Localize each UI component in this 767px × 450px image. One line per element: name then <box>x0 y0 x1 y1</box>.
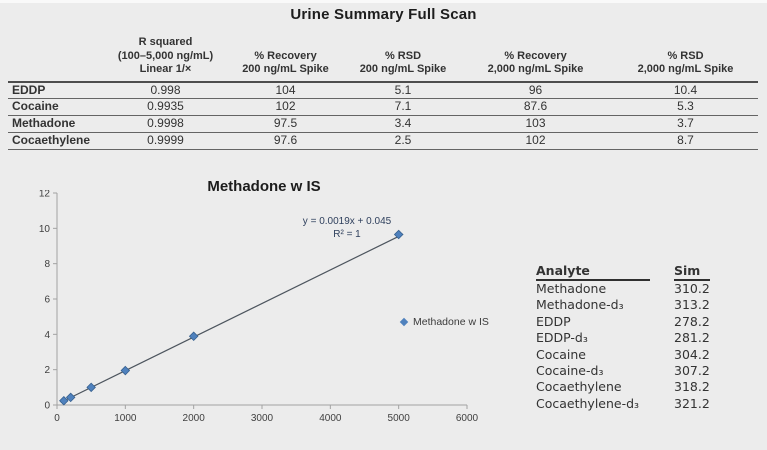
analyte-name: Methadone-d₃ <box>536 297 624 313</box>
cell-value: 97.5 <box>223 115 348 133</box>
sim-value: 310.2 <box>674 281 710 296</box>
summary-header-recovery-200: % Recovery 200 ng/mL Spike <box>223 36 348 83</box>
analyte-name: Cocaethylene-d₃ <box>536 395 640 411</box>
cell-value: 103 <box>458 115 613 133</box>
analyte-name: EDDP <box>536 313 571 329</box>
r-squared-label: R² = 1 <box>333 228 361 240</box>
svg-text:2000: 2000 <box>183 413 206 424</box>
svg-text:6000: 6000 <box>456 413 479 424</box>
cell-value: 3.4 <box>348 115 458 133</box>
cell-value: 5.3 <box>613 98 758 117</box>
svg-text:2: 2 <box>44 365 50 376</box>
analyte-name: Cocaethylene <box>536 379 622 395</box>
svg-text:0: 0 <box>44 401 50 412</box>
list-item: Methadone 310.2 <box>536 281 710 297</box>
cell-value: 5.1 <box>348 81 458 100</box>
cell-value: 102 <box>458 132 613 150</box>
svg-text:12: 12 <box>39 190 51 200</box>
list-item: Cocaethylene 318.2 <box>536 379 710 395</box>
svg-text:1000: 1000 <box>114 413 137 424</box>
svg-text:4: 4 <box>44 330 50 341</box>
page-title: Urine Summary Full Scan <box>290 6 477 23</box>
cell-value: 87.6 <box>458 98 613 117</box>
summary-header-rsquared: R squared (100–5,000 ng/mL) Linear 1/× <box>108 36 223 83</box>
sim-column-header: Sim <box>650 263 710 281</box>
cell-value: 3.7 <box>613 115 758 133</box>
table-row: Cocaethylene 0.9999 97.6 2.5 102 8.7 <box>8 132 758 150</box>
legend-diamond-icon <box>399 317 409 327</box>
summary-table: R squared (100–5,000 ng/mL) Linear 1/× %… <box>8 36 758 150</box>
sim-value: 281.2 <box>674 330 710 346</box>
analyte-column-header: Analyte <box>536 263 650 281</box>
calibration-chart: 0 2 4 6 8 10 12 0 1000 2000 3000 4000 5000 6000 <box>39 190 479 424</box>
svg-text:4000: 4000 <box>319 413 342 424</box>
cell-value: 0.9998 <box>108 115 223 133</box>
cell-value: 7.1 <box>348 98 458 117</box>
analyte-label: EDDP <box>8 81 108 100</box>
svg-text:8: 8 <box>44 259 50 270</box>
cell-value: 8.7 <box>613 132 758 150</box>
analyte-name: Methadone <box>536 281 607 296</box>
list-item: Methadone-d₃ 313.2 <box>536 297 710 313</box>
list-item: Cocaine-d₃ 307.2 <box>536 363 710 379</box>
chart-title: Methadone w IS <box>207 178 321 195</box>
sim-value: 304.2 <box>674 346 710 362</box>
sim-value: 318.2 <box>674 379 710 395</box>
chart-legend: Methadone w IS <box>399 316 489 328</box>
cell-value: 104 <box>223 81 348 100</box>
list-item: Cocaethylene-d₃ 321.2 <box>536 396 710 412</box>
summary-header-corner <box>8 36 108 83</box>
sim-value: 313.2 <box>674 297 710 313</box>
analyte-name: EDDP-d₃ <box>536 330 588 346</box>
cell-value: 2.5 <box>348 132 458 150</box>
analyte-table-header-row: Analyte Sim <box>536 263 710 281</box>
analyte-label: Methadone <box>8 115 108 133</box>
top-edge-highlight <box>0 0 767 3</box>
cell-value: 96 <box>458 81 613 100</box>
analyte-sim-table: Analyte Sim Methadone 310.2 Methadone-d₃… <box>536 263 710 412</box>
legend-label: Methadone w IS <box>413 316 489 328</box>
cell-value: 102 <box>223 98 348 117</box>
svg-text:10: 10 <box>39 224 51 235</box>
sim-value: 307.2 <box>674 363 710 379</box>
trendline-equation: y = 0.0019x + 0.045 <box>302 216 392 227</box>
summary-header-rsd-2000: % RSD 2,000 ng/mL Spike <box>613 36 758 83</box>
table-row: Methadone 0.9998 97.5 3.4 103 3.7 <box>8 115 758 133</box>
table-row: Cocaine 0.9935 102 7.1 87.6 5.3 <box>8 98 758 117</box>
cell-value: 0.9999 <box>108 132 223 150</box>
analyte-label: Cocaine <box>8 98 108 117</box>
cell-value: 97.6 <box>223 132 348 150</box>
analyte-name: Cocaine-d₃ <box>536 363 604 379</box>
svg-text:6: 6 <box>44 295 50 306</box>
svg-text:0: 0 <box>54 413 60 424</box>
list-item: Cocaine 304.2 <box>536 347 710 363</box>
trendline-label: y = 0.0019x + 0.045 R² = 1 <box>272 216 422 241</box>
sim-value: 278.2 <box>674 313 710 329</box>
summary-header-rsd-200: % RSD 200 ng/mL Spike <box>348 36 458 83</box>
list-item: EDDP 278.2 <box>536 314 710 330</box>
summary-header-row: R squared (100–5,000 ng/mL) Linear 1/× %… <box>8 36 758 83</box>
sim-value: 321.2 <box>674 395 710 411</box>
list-item: EDDP-d₃ 281.2 <box>536 330 710 346</box>
table-row: EDDP 0.998 104 5.1 96 10.4 <box>8 81 758 100</box>
cell-value: 0.9935 <box>108 98 223 117</box>
analyte-label: Cocaethylene <box>8 132 108 150</box>
analyte-name: Cocaine <box>536 346 586 362</box>
svg-text:3000: 3000 <box>251 413 274 424</box>
summary-header-recovery-2000: % Recovery 2,000 ng/mL Spike <box>458 36 613 83</box>
svg-text:5000: 5000 <box>388 413 411 424</box>
cell-value: 10.4 <box>613 81 758 100</box>
cell-value: 0.998 <box>108 81 223 100</box>
